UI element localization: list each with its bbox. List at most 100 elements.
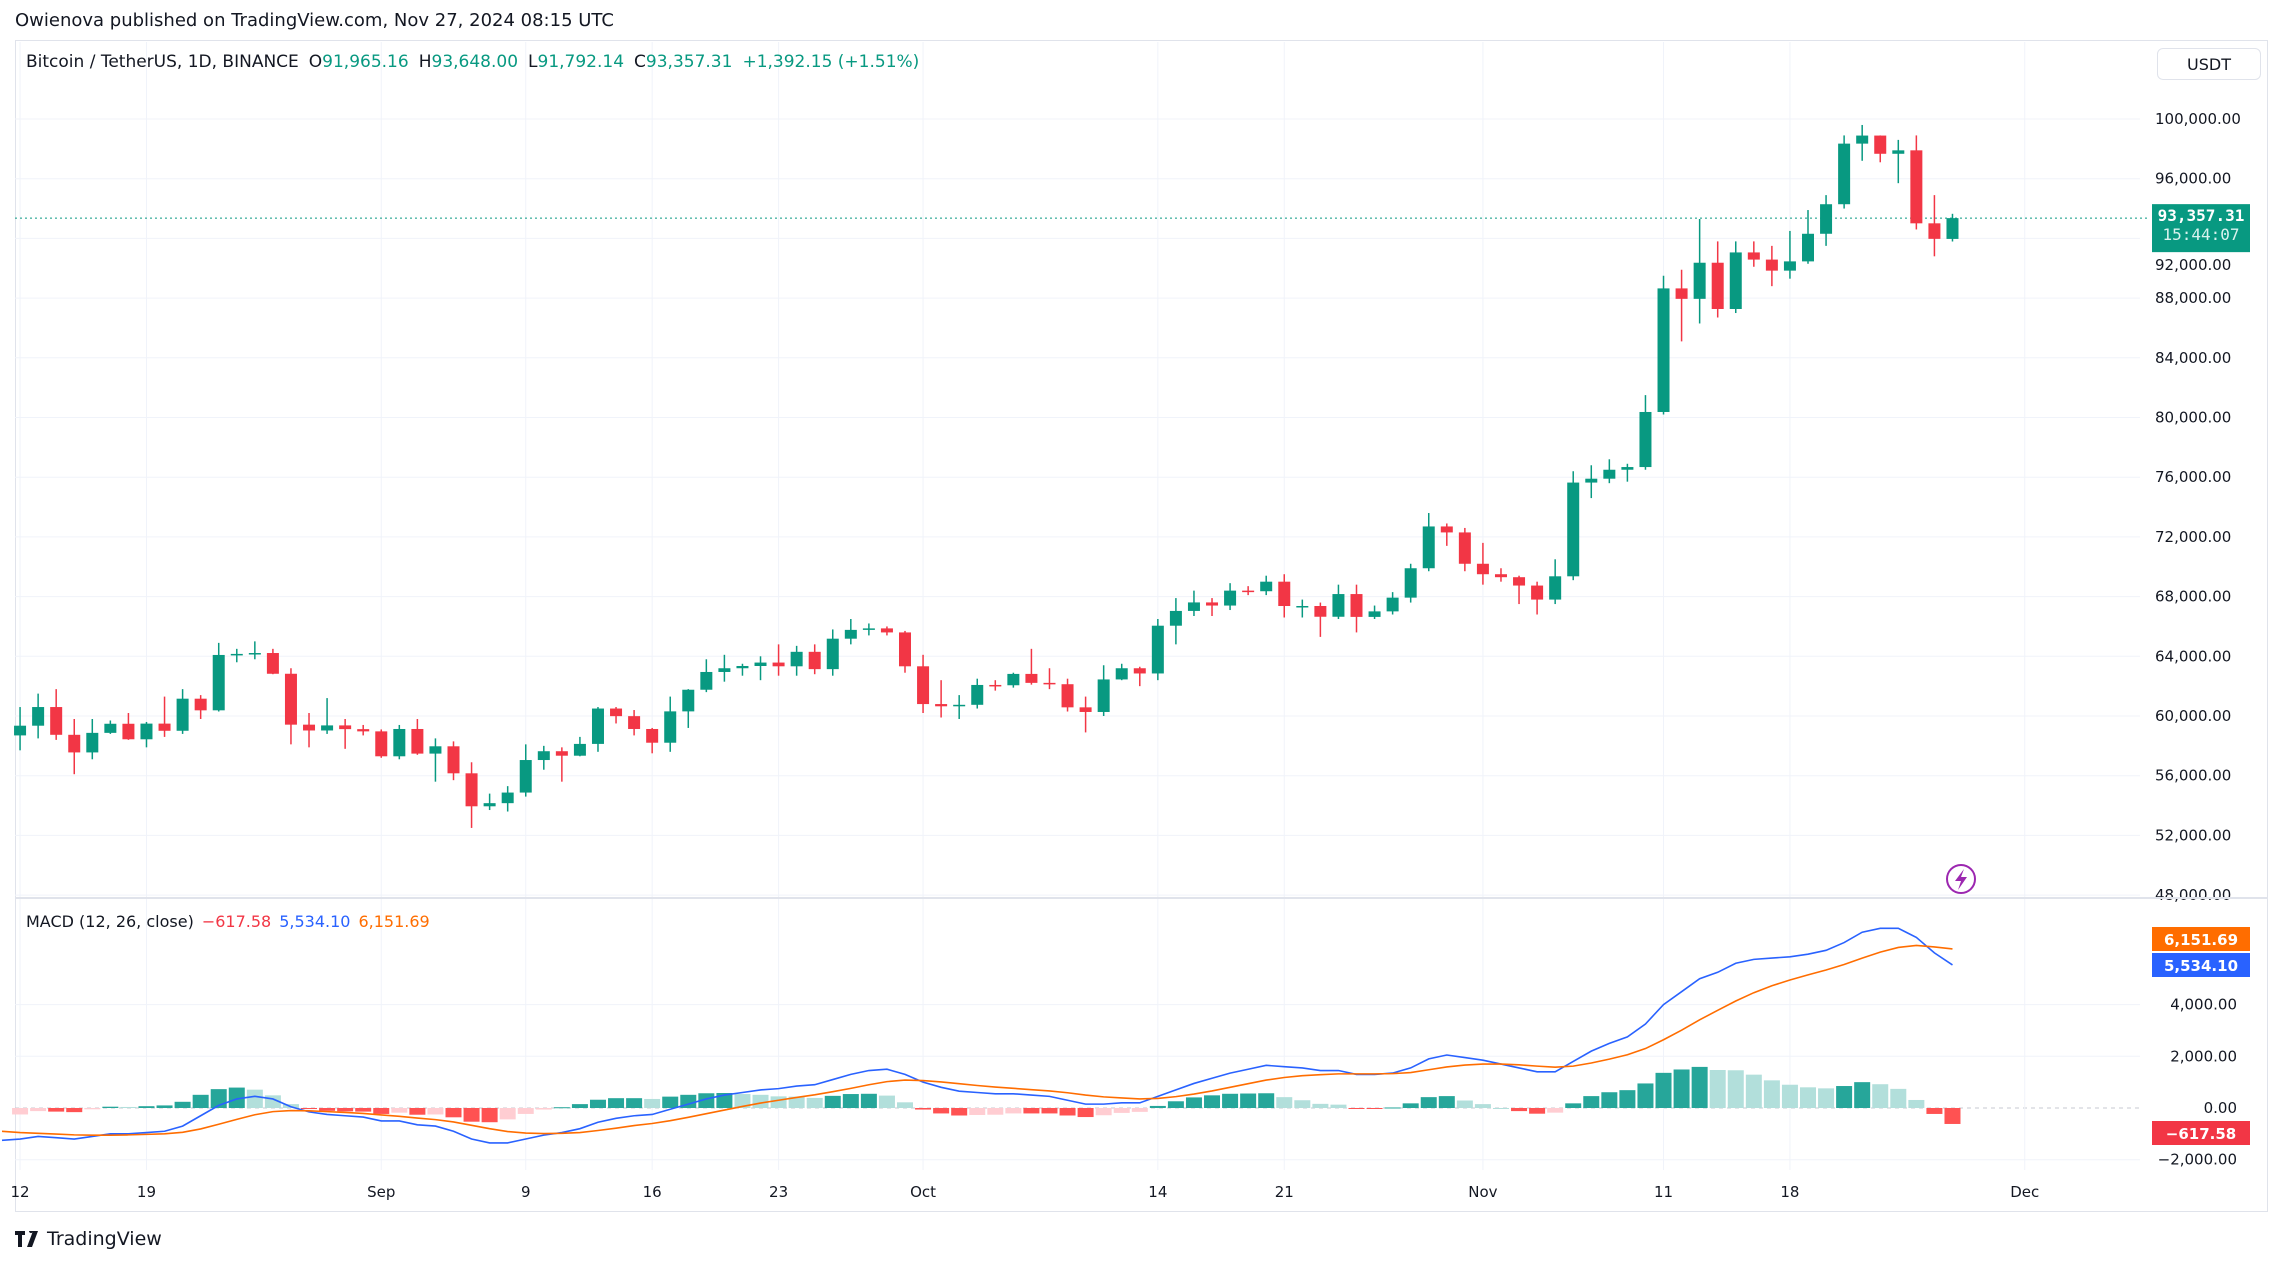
candle-body: [537, 751, 550, 761]
candle: [1097, 665, 1110, 716]
histogram-bar: [1222, 1093, 1239, 1108]
price-tick: 84,000.00: [2155, 349, 2231, 367]
macd-tags: 6,151.69 5,534.10 −617.58: [2152, 927, 2250, 1145]
candle-body: [899, 632, 911, 667]
candle: [1278, 574, 1291, 618]
histogram-bar: [1637, 1083, 1654, 1108]
histogram-bar: [445, 1108, 462, 1118]
candle-body: [664, 711, 677, 743]
candle-body: [1260, 581, 1273, 592]
candle: [1440, 523, 1453, 546]
candle-body: [1151, 625, 1164, 674]
candle-body: [826, 638, 839, 670]
candle-body: [1133, 668, 1146, 674]
candle: [1224, 583, 1237, 611]
candle-body: [1567, 482, 1580, 577]
tradingview-logo-icon: [15, 1231, 38, 1247]
price-tick: 96,000.00: [2155, 170, 2231, 188]
candle-body: [32, 707, 45, 726]
candle-body: [1856, 135, 1869, 144]
candle-body: [1729, 252, 1742, 309]
histogram-bar: [1673, 1069, 1690, 1108]
candle-body: [591, 708, 604, 744]
candle: [537, 745, 550, 770]
histogram-bar: [951, 1108, 968, 1116]
time-tick: 11: [1654, 1183, 1673, 1201]
macd-tick: 2,000.00: [2170, 1047, 2237, 1065]
candle-body: [357, 729, 370, 732]
candle-body: [1440, 526, 1453, 533]
candle: [1404, 563, 1417, 603]
candle-body: [447, 746, 460, 774]
candle: [555, 747, 568, 782]
histogram-bar: [752, 1094, 769, 1108]
candle: [68, 718, 81, 775]
time-tick: 19: [137, 1183, 156, 1201]
candle: [718, 654, 731, 682]
candle: [1729, 241, 1742, 314]
candle: [303, 713, 316, 748]
candle: [1386, 592, 1399, 615]
candle: [664, 696, 677, 752]
candle: [1838, 135, 1851, 209]
candle: [158, 696, 171, 737]
histogram-bar: [1456, 1100, 1473, 1108]
macd-axis: 4,000.00 2,000.00 0.00 −2,000.00: [2158, 996, 2237, 1169]
symbol-title[interactable]: Bitcoin / TetherUS, 1D, BINANCE: [26, 52, 299, 72]
candle-body: [1657, 288, 1670, 412]
chart-frame: [15, 40, 2268, 1212]
price-tick: 52,000.00: [2155, 826, 2231, 844]
candle-body: [212, 654, 225, 711]
last-price-tag: 93,357.31 15:44:07: [2152, 204, 2250, 253]
histogram-bar: [662, 1096, 679, 1108]
candle-body: [862, 628, 875, 630]
candle: [1802, 210, 1814, 264]
candle-body: [1368, 611, 1381, 617]
candle-body: [1874, 135, 1887, 154]
histogram-bar: [1709, 1070, 1726, 1108]
low-value: 91,792.14: [537, 52, 625, 72]
histogram-bar: [1601, 1092, 1618, 1108]
histogram-bar: [553, 1107, 570, 1109]
histogram-bar: [156, 1105, 173, 1108]
candle-body: [1494, 574, 1507, 578]
candle: [1242, 586, 1255, 596]
histogram-bar: [608, 1098, 625, 1108]
histogram-bar: [1402, 1103, 1419, 1108]
lightning-icon[interactable]: [1946, 864, 1976, 894]
candle: [700, 659, 713, 693]
histogram-bar: [1420, 1097, 1437, 1108]
candle: [628, 710, 641, 736]
histogram-bar: [644, 1098, 661, 1108]
candle-body: [808, 651, 821, 670]
candle-body: [1422, 526, 1435, 569]
candle-body: [321, 725, 334, 731]
candle: [591, 707, 604, 752]
candle-body: [1097, 679, 1110, 712]
histogram-bar: [481, 1108, 498, 1123]
tradingview-logo[interactable]: TradingView: [15, 1228, 162, 1250]
histogram-bar: [1185, 1097, 1202, 1108]
candle-body: [483, 803, 496, 807]
histogram-bar: [301, 1108, 318, 1110]
histogram-bar: [1800, 1087, 1816, 1108]
currency-button[interactable]: USDT: [2157, 48, 2261, 80]
time-tick: 9: [521, 1183, 531, 1201]
price-tick: 92,000.00: [2155, 256, 2231, 274]
candle-body: [248, 653, 261, 655]
candle-body: [880, 628, 893, 633]
high-value: 93,648.00: [431, 52, 519, 72]
histogram-bar: [1763, 1080, 1780, 1108]
macd-title[interactable]: MACD (12, 26, close): [26, 912, 194, 931]
candle: [1639, 395, 1652, 470]
candle: [212, 642, 225, 712]
candle: [284, 668, 297, 745]
candle-body: [1549, 576, 1562, 600]
candle: [862, 623, 875, 636]
candle-body: [1332, 594, 1345, 617]
candle-body: [411, 728, 424, 754]
histogram-bar: [842, 1094, 859, 1108]
candle-body: [1892, 150, 1905, 154]
candle: [519, 744, 532, 797]
